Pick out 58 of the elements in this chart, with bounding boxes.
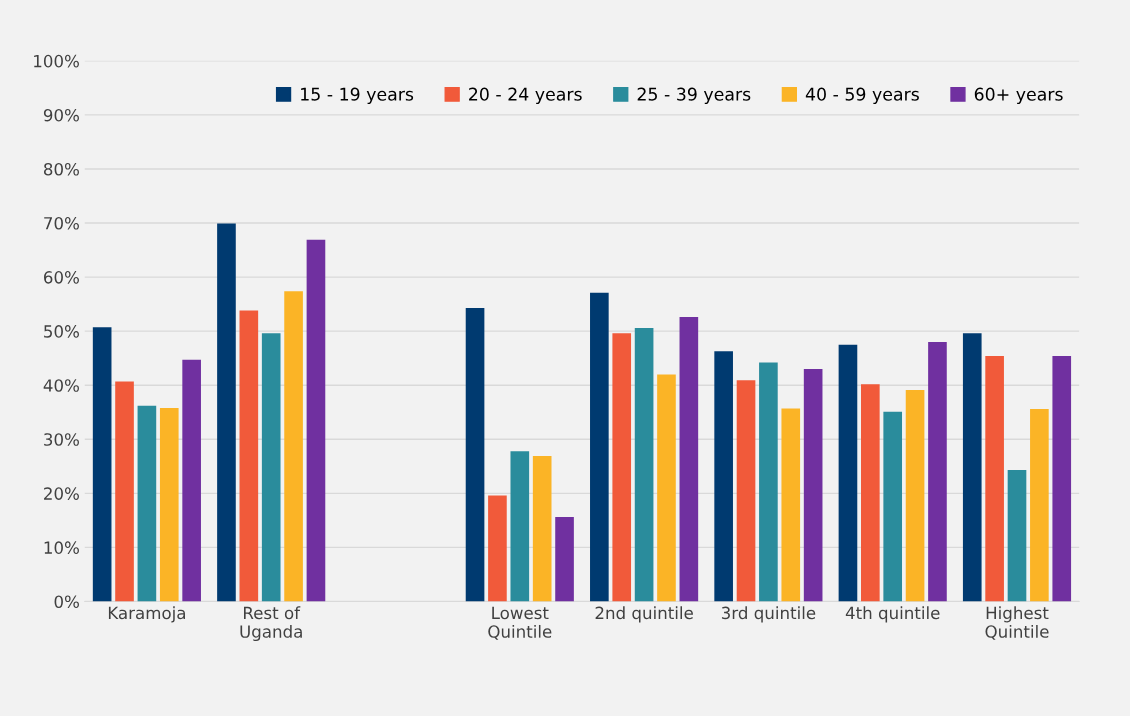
bar bbox=[928, 341, 947, 602]
x-tick-label: 4th quintile bbox=[845, 606, 940, 623]
bar bbox=[736, 380, 756, 602]
bar bbox=[510, 451, 530, 602]
bar bbox=[657, 374, 676, 602]
bar bbox=[465, 307, 485, 602]
bar bbox=[905, 390, 925, 602]
x-tick-label: 3rd quintile bbox=[721, 606, 816, 623]
y-tick-label: 100% bbox=[34, 54, 79, 68]
y-tick-label: 70% bbox=[44, 217, 79, 230]
bar bbox=[239, 310, 259, 602]
bar bbox=[284, 291, 303, 602]
bar bbox=[803, 368, 823, 602]
bar bbox=[781, 408, 801, 602]
y-tick-label: 0% bbox=[54, 595, 79, 609]
x-tick-label: Lowest Quintile bbox=[488, 606, 552, 640]
bar bbox=[962, 333, 982, 602]
bar bbox=[985, 356, 1004, 602]
bar bbox=[217, 223, 236, 602]
y-tick-label: 10% bbox=[44, 541, 79, 554]
bar bbox=[488, 495, 507, 602]
bar bbox=[634, 327, 654, 602]
y-tick-label: 20% bbox=[44, 487, 79, 500]
legend-label: 60+ years bbox=[974, 87, 1063, 105]
bar bbox=[612, 333, 632, 602]
legend-label: 25 - 39 years bbox=[637, 87, 751, 105]
bar bbox=[1030, 408, 1049, 602]
bar bbox=[182, 359, 201, 602]
bar bbox=[115, 381, 134, 602]
legend-label: 15 - 19 years bbox=[301, 87, 414, 105]
bar bbox=[306, 239, 326, 602]
bar bbox=[714, 351, 733, 602]
bar bbox=[1052, 356, 1072, 602]
bar bbox=[1007, 470, 1027, 602]
bar bbox=[137, 405, 157, 602]
bar bbox=[532, 456, 552, 602]
bar bbox=[159, 407, 179, 602]
bar bbox=[261, 333, 281, 602]
bar bbox=[838, 344, 858, 602]
bar bbox=[883, 411, 903, 602]
bar bbox=[861, 384, 880, 602]
bar bbox=[759, 362, 778, 602]
bar bbox=[555, 517, 574, 602]
bar bbox=[92, 327, 112, 602]
x-tick-label: Karamoja bbox=[108, 606, 185, 623]
y-tick-label: 40% bbox=[43, 379, 79, 392]
y-tick-label: 30% bbox=[44, 433, 79, 446]
bar bbox=[679, 317, 699, 602]
y-tick-label: 80% bbox=[43, 162, 79, 176]
legend-label: 20 - 24 years bbox=[469, 87, 582, 105]
y-tick-label: 50% bbox=[44, 325, 79, 338]
x-tick-label: 2nd quintile bbox=[595, 606, 693, 623]
legend-label: 40 - 59 years bbox=[805, 87, 919, 105]
y-tick-label: 90% bbox=[43, 108, 79, 122]
x-tick-label: Rest of Uganda bbox=[240, 606, 302, 642]
y-tick-label: 60% bbox=[44, 271, 79, 284]
x-tick-label: Highest Quintile bbox=[985, 606, 1049, 640]
bar bbox=[590, 292, 609, 602]
